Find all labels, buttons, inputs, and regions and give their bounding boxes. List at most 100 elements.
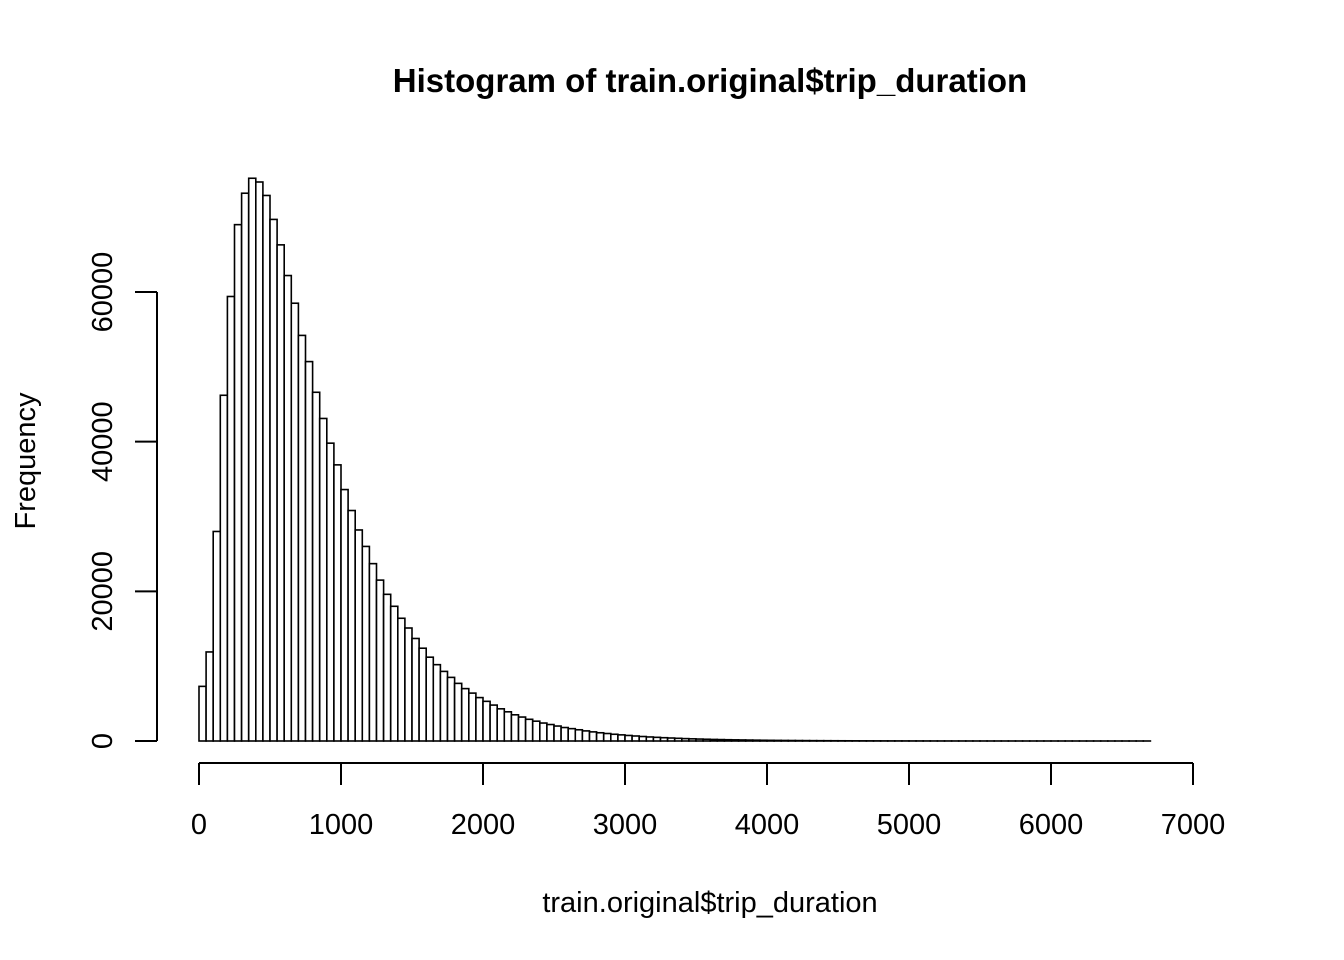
histogram-bar	[688, 738, 697, 742]
chart-title: Histogram of train.original$trip_duratio…	[393, 62, 1027, 99]
histogram-bars	[198, 177, 1152, 742]
histogram-bar	[269, 218, 278, 742]
histogram-bar	[361, 545, 371, 742]
histogram-bar	[517, 716, 527, 742]
y-axis-label: Frequency	[10, 392, 42, 530]
histogram-bar	[503, 711, 513, 742]
histogram-bar	[560, 726, 569, 742]
histogram-bar	[567, 727, 577, 742]
x-tick-label: 6000	[1019, 809, 1084, 841]
histogram-bar	[482, 700, 491, 742]
histogram-bar	[773, 739, 782, 742]
histogram-bar	[666, 737, 676, 742]
histogram-bar	[205, 651, 215, 742]
x-tick-label: 2000	[451, 809, 516, 841]
histogram-bar	[759, 739, 768, 742]
histogram-bar	[418, 647, 428, 742]
histogram-bar	[198, 685, 207, 742]
histogram-bar	[446, 676, 456, 742]
y-tick-label: 20000	[87, 551, 119, 632]
histogram-bar	[475, 696, 484, 742]
histogram-bar	[510, 714, 520, 742]
histogram-bar	[531, 720, 541, 742]
histogram-bar	[766, 739, 775, 742]
histogram-bar	[389, 605, 399, 742]
x-axis-label: train.original$trip_duration	[542, 887, 877, 919]
histogram-bar	[411, 637, 420, 742]
histogram-bar	[212, 530, 222, 742]
histogram-bar	[609, 733, 619, 742]
histogram-bar	[709, 738, 719, 742]
histogram-bar	[730, 739, 740, 742]
y-tick-label: 0	[87, 733, 119, 749]
histogram-bar	[638, 735, 648, 742]
histogram-bar	[283, 274, 293, 742]
histogram-bar	[460, 687, 470, 742]
histogram-bar	[631, 735, 640, 742]
histogram-bar	[617, 734, 626, 742]
histogram-bar	[219, 394, 229, 742]
histogram-bar	[737, 739, 747, 742]
x-tick-label: 1000	[309, 809, 374, 841]
histogram-bar	[333, 464, 342, 742]
x-tick-label: 0	[191, 809, 207, 841]
histogram-bar	[546, 723, 555, 742]
histogram-bar	[659, 736, 669, 742]
histogram-bar	[723, 738, 733, 742]
histogram-bar	[255, 181, 264, 742]
histogram-bar	[368, 562, 378, 742]
histogram-bar	[624, 734, 633, 742]
histogram-bar	[581, 730, 591, 742]
histogram-bar	[382, 593, 392, 742]
histogram-bar	[680, 737, 690, 742]
histogram-bar	[496, 708, 506, 742]
histogram-bar	[375, 579, 385, 742]
histogram-bar	[780, 739, 790, 742]
histogram-bar	[347, 509, 357, 742]
histogram-bar	[318, 417, 328, 742]
x-tick-label: 5000	[877, 809, 942, 841]
histogram-bar	[340, 488, 349, 742]
histogram-bar	[645, 736, 655, 742]
histogram-bar	[304, 360, 314, 742]
histogram-bar	[432, 663, 442, 742]
histogram-bar	[226, 295, 236, 742]
histogram-bar	[240, 192, 250, 742]
histogram-bar	[404, 627, 413, 742]
y-tick-label: 40000	[87, 401, 119, 482]
histogram-bar	[262, 194, 271, 742]
histogram-bar	[396, 617, 406, 742]
histogram-bar	[652, 736, 662, 742]
y-axis: 0 20000 40000 60000	[87, 252, 158, 749]
histogram-bar	[489, 704, 499, 742]
x-axis: 0 1000 2000 3000 4000 5000 6000 7000	[191, 762, 1226, 841]
histogram-bar	[716, 738, 726, 742]
histogram-bar	[354, 529, 364, 742]
histogram-bar	[702, 738, 711, 742]
histogram-bar	[751, 739, 761, 742]
histogram-bar	[439, 670, 449, 742]
histogram-bar	[673, 737, 683, 742]
histogram-bar	[425, 656, 435, 742]
histogram-bar	[553, 725, 562, 742]
histogram-bar	[602, 732, 612, 742]
histogram-bar	[744, 739, 754, 742]
histogram-bar	[695, 738, 704, 742]
histogram-bar	[574, 728, 584, 742]
histogram-bar	[453, 682, 463, 742]
x-tick-label: 3000	[593, 809, 658, 841]
histogram-bar	[276, 244, 286, 742]
x-tick-label: 7000	[1161, 809, 1226, 841]
histogram-bar	[233, 223, 243, 742]
histogram-bar	[467, 692, 477, 742]
histogram-bar	[311, 391, 321, 742]
x-tick-label: 4000	[735, 809, 800, 841]
histogram-bar	[247, 177, 257, 742]
histogram-bar	[325, 442, 335, 742]
histogram-bar	[524, 718, 534, 742]
histogram-bar	[297, 334, 307, 742]
histogram-bar	[595, 731, 605, 742]
histogram-bar	[290, 302, 300, 742]
